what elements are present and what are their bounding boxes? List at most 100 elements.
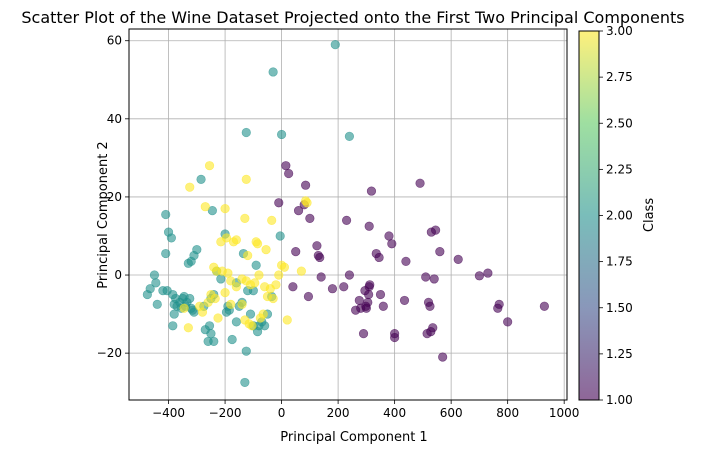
data-point-class-2 (206, 329, 216, 339)
data-point-class-1 (281, 161, 291, 171)
x-tick-label: 1000 (549, 406, 580, 420)
data-point-class-2 (161, 209, 171, 220)
data-point-class-2 (168, 321, 178, 331)
data-point-class-1 (360, 286, 370, 296)
x-axis-ticks: −400 −200 0 200 400 600 800 1000 (152, 400, 579, 420)
data-point-class-1 (305, 213, 315, 224)
data-point-class-3 (185, 182, 195, 192)
y-tick-label: −20 (97, 346, 122, 360)
data-point-class-1 (339, 282, 349, 292)
data-point-class-2 (330, 40, 340, 50)
data-point-class-1 (358, 329, 369, 339)
data-point-class-3 (243, 250, 253, 261)
data-point-class-3 (204, 161, 215, 171)
colorbar-tick-label: 1.50 (606, 301, 633, 315)
x-tick-label: 200 (327, 406, 350, 420)
x-axis-label: Principal Component 1 (280, 430, 427, 445)
data-point-class-1 (474, 271, 485, 281)
data-point-class-1 (351, 305, 361, 315)
colorbar-tick-label: 1.25 (606, 347, 633, 361)
data-point-class-3 (271, 280, 281, 290)
data-point-class-1 (493, 303, 503, 313)
data-point-class-3 (254, 270, 264, 280)
data-point-class-2 (185, 293, 195, 304)
colorbar-label: Class (642, 198, 657, 232)
data-point-class-2 (196, 174, 206, 184)
data-point-class-1 (378, 301, 388, 311)
data-point-class-1 (364, 221, 374, 231)
data-point-class-3 (261, 245, 271, 255)
data-point-class-1 (327, 284, 338, 294)
data-point-class-2 (240, 377, 250, 388)
data-point-class-1 (387, 239, 397, 249)
y-tick-label: 20 (107, 190, 122, 204)
colorbar (578, 30, 600, 401)
y-tick-label: 60 (107, 34, 122, 48)
data-point-class-3 (226, 276, 236, 286)
data-point-class-3 (302, 198, 312, 208)
data-point-class-3 (197, 307, 208, 317)
data-point-class-3 (226, 299, 236, 309)
data-point-class-1 (341, 215, 352, 225)
data-point-class-3 (179, 303, 189, 313)
data-point-class-1 (401, 256, 411, 266)
data-point-class-1 (291, 247, 301, 257)
data-point-class-2 (275, 231, 285, 241)
data-point-class-2 (251, 260, 261, 270)
data-point-class-2 (142, 289, 152, 300)
data-point-class-1 (313, 250, 323, 261)
x-tick-label: 0 (278, 406, 286, 420)
data-point-class-1 (539, 301, 549, 311)
data-point-class-1 (503, 317, 513, 327)
colorbar-tick-label: 2.00 (606, 209, 633, 223)
data-point-class-1 (399, 295, 410, 306)
y-axis-label: Principal Component 2 (96, 141, 111, 288)
x-tick-label: −200 (209, 406, 242, 420)
data-point-class-3 (231, 235, 241, 245)
data-point-class-1 (483, 268, 493, 278)
data-point-class-2 (252, 327, 263, 337)
colorbar-tick-label: 2.25 (606, 162, 633, 176)
data-point-class-2 (241, 127, 251, 138)
data-point-class-2 (221, 307, 232, 317)
scatter-points (142, 40, 549, 388)
data-point-class-3 (252, 239, 263, 249)
data-point-class-3 (267, 215, 277, 225)
data-point-class-3 (231, 282, 241, 292)
colorbar-tick-label: 2.75 (606, 70, 633, 84)
data-point-class-2 (166, 233, 176, 243)
data-point-class-1 (390, 329, 400, 339)
data-point-class-1 (384, 231, 394, 241)
x-tick-label: 400 (383, 406, 406, 420)
data-point-class-1 (303, 291, 314, 302)
data-point-class-3 (221, 233, 232, 243)
data-point-class-1 (366, 186, 377, 196)
data-point-class-2 (268, 67, 278, 77)
data-point-class-1 (316, 272, 326, 282)
data-point-class-1 (375, 289, 386, 300)
data-point-class-2 (209, 336, 219, 347)
y-tick-label: 40 (107, 112, 122, 126)
colorbar-ticks: 1.00 1.25 1.50 1.75 2.00 2.25 2.50 2.75 3.00 (599, 24, 633, 407)
data-point-class-1 (284, 168, 294, 179)
colorbar-tick-label: 3.00 (606, 24, 633, 38)
data-point-class-3 (210, 293, 220, 304)
x-tick-label: 600 (440, 406, 463, 420)
data-point-class-1 (426, 227, 436, 237)
data-point-class-1 (438, 352, 448, 362)
x-tick-label: 800 (496, 406, 519, 420)
data-point-class-1 (344, 270, 355, 280)
data-point-class-1 (293, 205, 304, 216)
data-point-class-3 (258, 309, 268, 319)
data-point-class-1 (274, 198, 284, 208)
data-point-class-3 (247, 321, 257, 331)
colorbar-tick-label: 1.75 (606, 255, 633, 269)
data-point-class-2 (149, 270, 160, 280)
data-point-class-1 (415, 178, 425, 188)
data-point-class-2 (161, 248, 171, 259)
plot-frame (128, 28, 568, 401)
data-point-class-3 (223, 268, 233, 278)
data-point-class-1 (453, 254, 463, 265)
data-point-class-3 (240, 213, 250, 224)
